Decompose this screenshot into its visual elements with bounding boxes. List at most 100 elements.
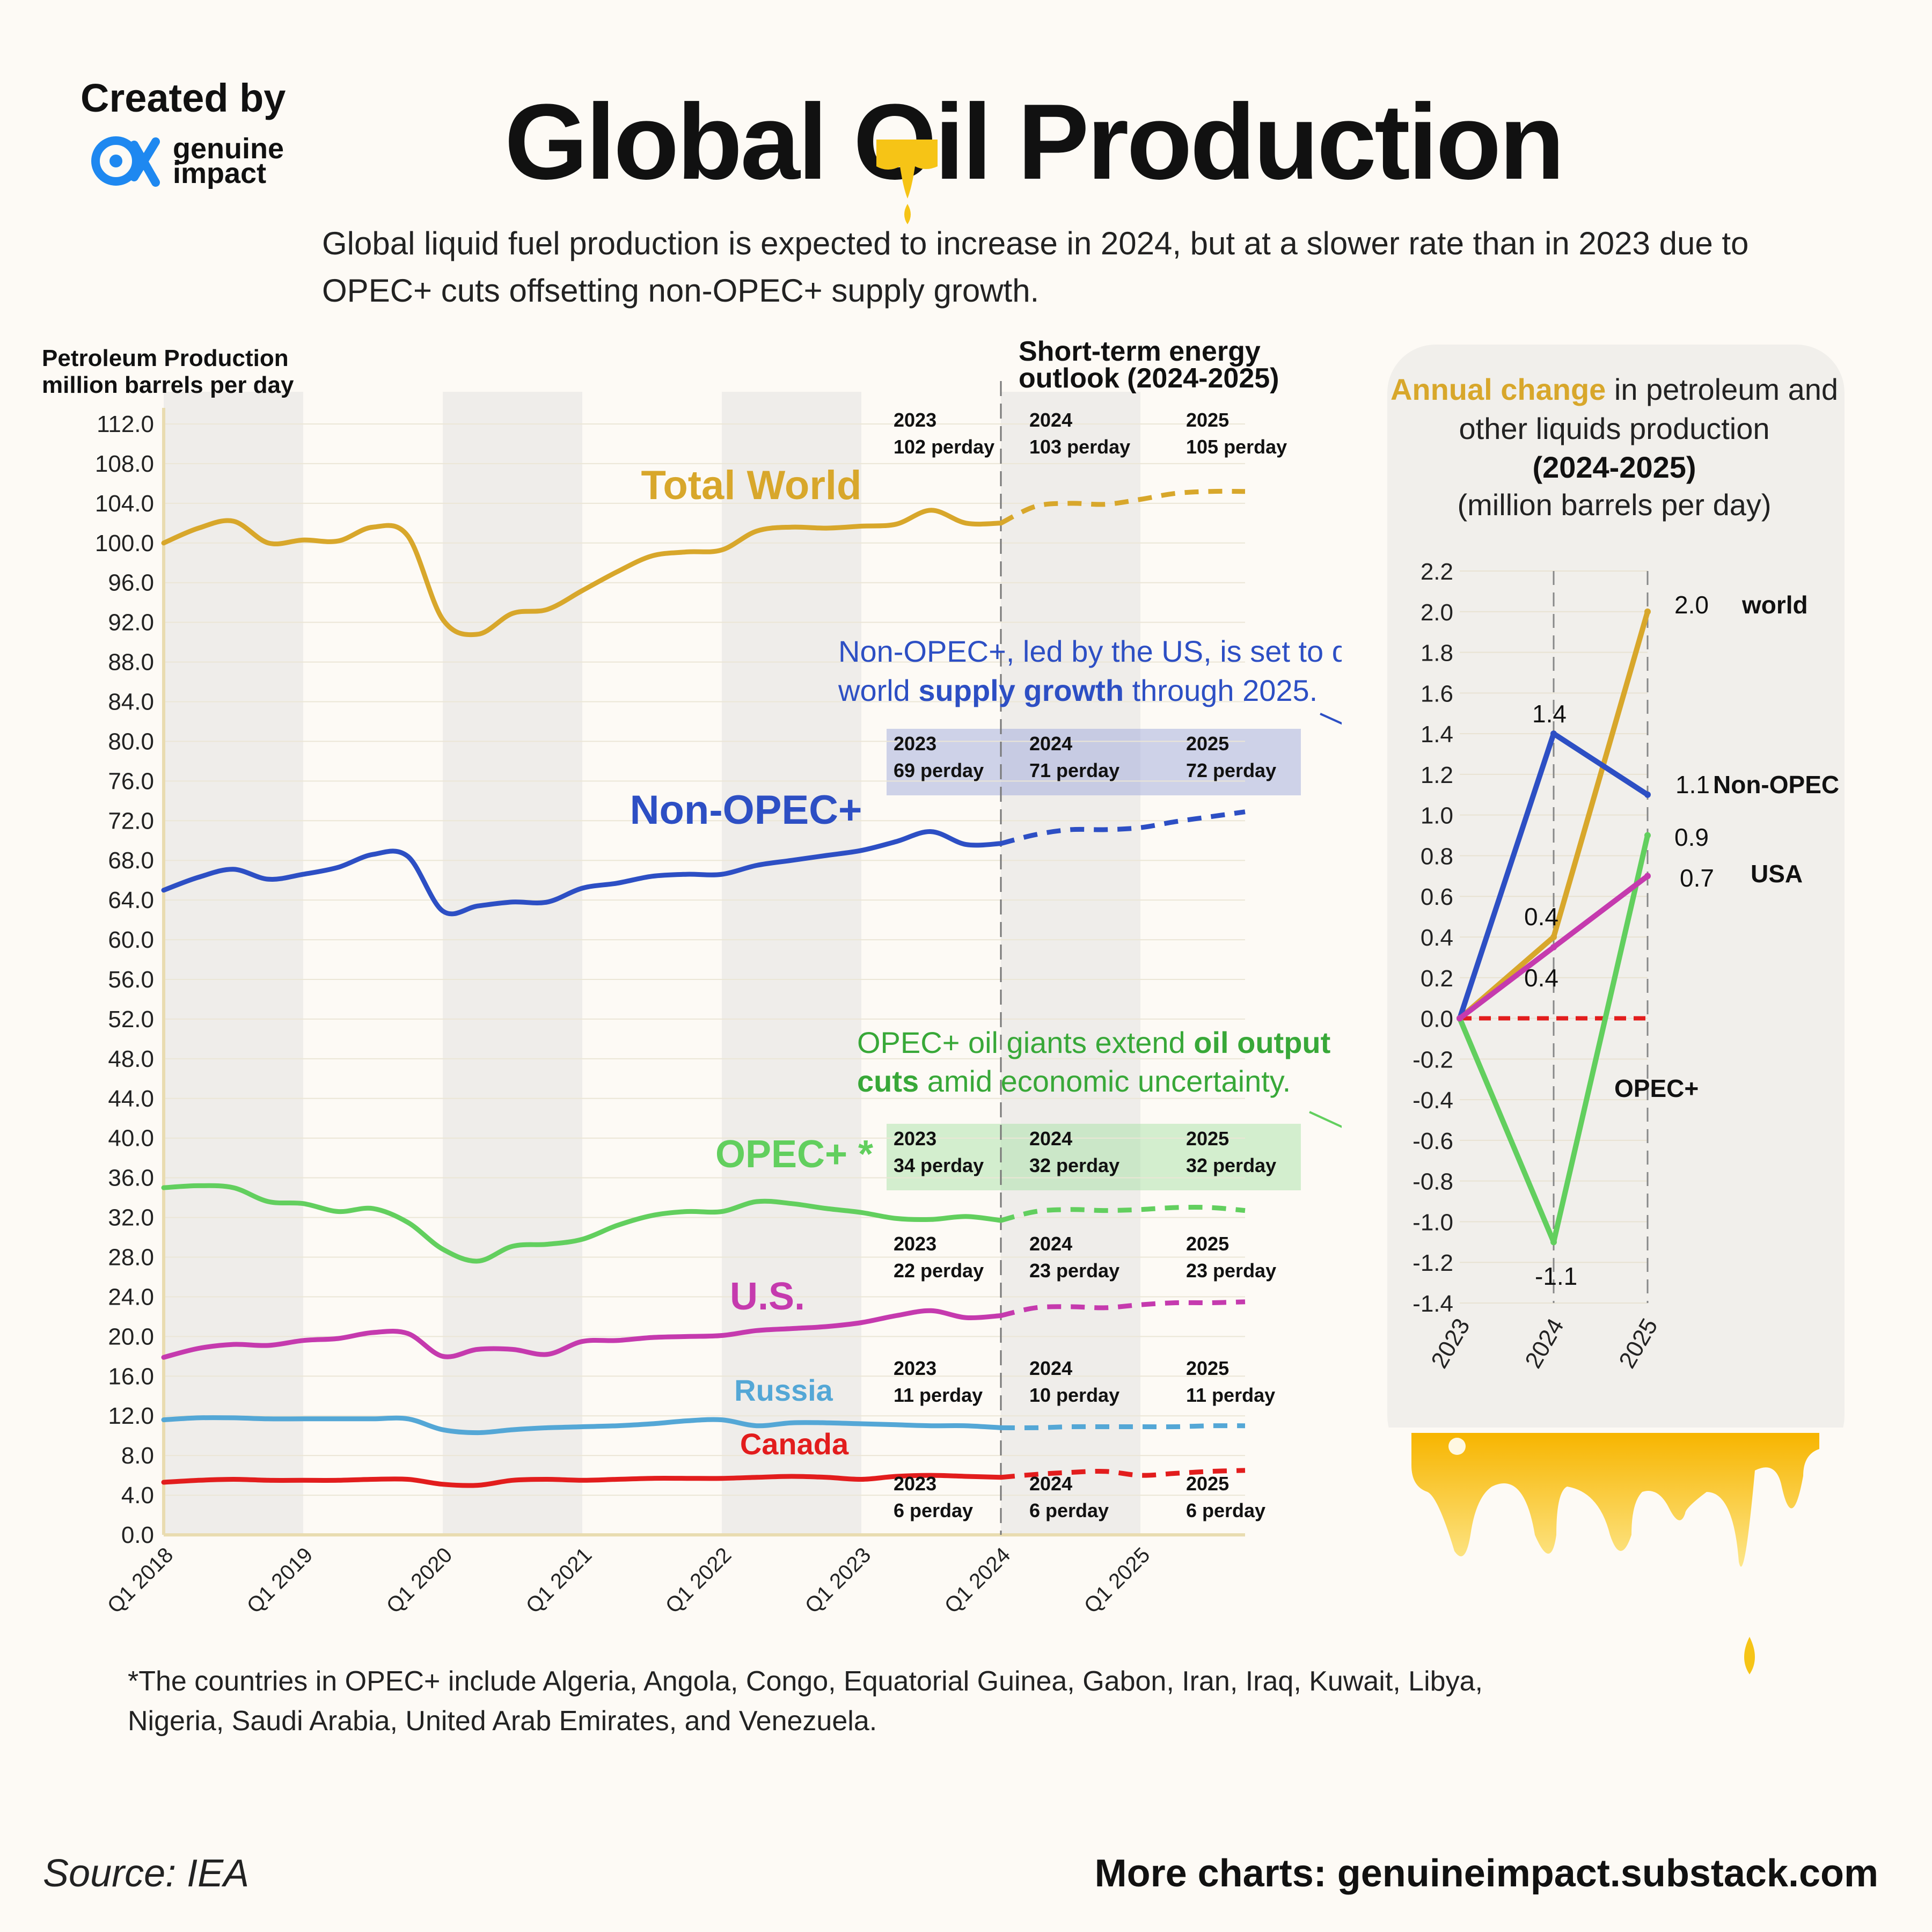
non_opec-forecast-line [1000, 809, 1246, 846]
world-series-name: world [1741, 591, 1808, 619]
side-y-tick-label: -1.2 [1413, 1250, 1453, 1276]
canada-annotation-value: 6 perday [1029, 1499, 1109, 1521]
x-tick-label: Q1 2019 [243, 1543, 318, 1618]
side-y-tick-label: 1.6 [1421, 680, 1453, 707]
world-series-label: Total World [641, 463, 862, 508]
x-tick-label: Q1 2023 [801, 1543, 876, 1618]
shaded-year-2022 [722, 392, 861, 1535]
russia-annotation-period: 2024 [1029, 1357, 1072, 1379]
y-axis-label-line1: Petroleum Production [42, 345, 289, 371]
us-annotation-period: 2024 [1029, 1233, 1072, 1255]
shaded-year-2020 [443, 392, 582, 1535]
world-2024-value-label: 0.4 [1524, 903, 1558, 931]
title-part1: Global [504, 82, 828, 202]
y-tick-label: 76.0 [108, 768, 154, 794]
shaded-year-2018 [164, 392, 303, 1535]
y-tick-label: 0.0 [121, 1522, 154, 1548]
y-tick-label: 48.0 [108, 1046, 154, 1072]
us-change-point [1550, 943, 1557, 950]
y-tick-label: 68.0 [108, 847, 154, 874]
forecast-label-line2: outlook (2024-2025) [1019, 363, 1279, 394]
russia-series-label: Russia [734, 1373, 833, 1407]
non_opec-annotation-box [887, 729, 1301, 795]
opec-callout-line2: cuts amid economic uncertainty. [857, 1064, 1291, 1098]
side-y-tick-label: 0.6 [1421, 884, 1453, 910]
opec-annotation-value: 32 perday [1186, 1154, 1276, 1176]
y-tick-label: 104.0 [95, 491, 154, 517]
side-title-line4: (million barrels per day) [1457, 488, 1771, 522]
x-tick-label: Q1 2025 [1080, 1543, 1155, 1618]
us-annotation-value: 23 perday [1186, 1260, 1276, 1282]
opec-forecast-line [1000, 1205, 1246, 1223]
callout-bold: supply growth [918, 674, 1124, 707]
y-tick-label: 8.0 [121, 1443, 154, 1469]
russia-line [161, 1415, 1004, 1436]
y-tick-label: 112.0 [97, 411, 154, 437]
annual-change-panel: Annual change in petroleum and other liqu… [1387, 345, 1845, 1428]
non-opec-callout-line2: world supply growth through 2025. [838, 674, 1318, 707]
side-title-line3: (2024-2025) [1532, 450, 1696, 484]
side-y-tick-label: 1.8 [1421, 640, 1453, 667]
us-annotation-value: 23 perday [1029, 1260, 1119, 1282]
y-tick-label: 24.0 [108, 1284, 154, 1310]
brand-name-line2: impact [173, 157, 267, 189]
non_opec-annotation-value: 71 perday [1029, 759, 1119, 781]
y-tick-label: 44.0 [108, 1086, 154, 1112]
non-opec-callout-line1: Non-OPEC+, led by the US, is set to driv… [838, 634, 1342, 668]
non_opec-annotation-period: 2023 [894, 733, 936, 755]
opec-change-point [1550, 1239, 1557, 1246]
canada-line [161, 1473, 1004, 1488]
source-label: Source: IEA [43, 1852, 250, 1895]
y-tick-label: 88.0 [108, 649, 154, 676]
side-y-tick-label: 2.0 [1421, 599, 1453, 626]
world-annotation-period: 2025 [1186, 409, 1229, 431]
side-y-tick-label: -1.0 [1413, 1209, 1453, 1235]
russia-annotation-period: 2023 [894, 1357, 936, 1379]
y-tick-label: 100.0 [95, 530, 154, 557]
forecast-label-line1: Short-term energy [1019, 336, 1261, 367]
opec-callout-arrow [1309, 1111, 1342, 1128]
opec-annotation-box [887, 1124, 1301, 1190]
x-tick-label: Q1 2024 [940, 1543, 1015, 1618]
russia-annotation-period: 2025 [1186, 1357, 1229, 1379]
side-title-line2: other liquids production [1459, 412, 1769, 445]
side-title-line1: Annual change in petroleum and [1391, 372, 1838, 406]
callout-text: world [838, 674, 918, 707]
russia-annotation-value: 11 perday [894, 1384, 983, 1406]
y-tick-label: 20.0 [108, 1323, 154, 1350]
created-by-label: Created by [80, 76, 286, 120]
y-tick-label: 36.0 [108, 1165, 154, 1191]
side-y-tick-label: 1.0 [1421, 803, 1453, 829]
canada-forecast-line [1000, 1468, 1246, 1480]
world-line [161, 508, 1004, 638]
world-change-point [1550, 934, 1557, 940]
x-tick-label: Q1 2022 [661, 1543, 736, 1618]
main-line-chart: 0.0 4.0 8.0 12.0 16.0 20.0 24.0 28.0 32.0 36.0 40.… [42, 336, 1342, 1618]
x-tick-label: Q1 2021 [522, 1543, 597, 1618]
us-series-label: U.S. [730, 1275, 805, 1318]
world-annotation-value: 102 perday [894, 436, 994, 458]
non-opec-2025-value-label: 1.1 [1675, 771, 1710, 799]
us-2025-value-label: 0.7 [1680, 864, 1714, 892]
side-y-tick-label: 2.2 [1421, 559, 1453, 585]
opec-line [161, 1183, 1004, 1264]
side-y-tick-label: -0.6 [1413, 1128, 1453, 1154]
opec-callout-line1: OPEC+ oil giants extend oil output [857, 1026, 1330, 1059]
side-y-tick-label: 0.2 [1421, 965, 1453, 992]
non_opec-annotation-value: 72 perday [1186, 759, 1276, 781]
y-tick-label: 60.0 [108, 927, 154, 953]
y-tick-label: 84.0 [108, 689, 154, 715]
world-change-point [1644, 608, 1651, 615]
y-tick-label: 80.0 [108, 728, 154, 755]
brand-name-line1: genuine [173, 133, 284, 165]
russia-forecast-line [1000, 1423, 1246, 1431]
page-title: Global Oil Production [504, 80, 1565, 204]
side-y-tick-label: -1.4 [1413, 1291, 1453, 1317]
non-opec-callout-arrow [1320, 713, 1342, 725]
more-charts-link[interactable]: More charts: genuineimpact.substack.com [1094, 1852, 1878, 1895]
opec-2025-value-label: 0.9 [1674, 823, 1709, 851]
us-annotation-value: 22 perday [894, 1260, 984, 1282]
opec-annotation-value: 34 perday [894, 1154, 984, 1176]
brand-logo[interactable]: genuine impact [91, 134, 284, 188]
non_opec-change-point [1644, 791, 1651, 798]
